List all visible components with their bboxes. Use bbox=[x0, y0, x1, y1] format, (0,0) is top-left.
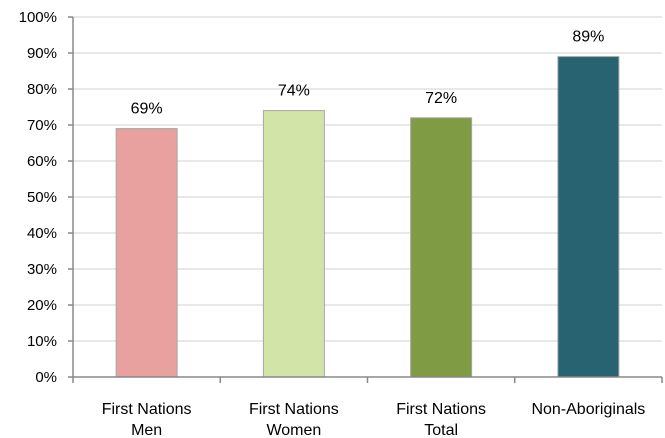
data-label: 72% bbox=[425, 90, 457, 107]
data-label: 74% bbox=[278, 83, 310, 100]
bar bbox=[410, 117, 473, 378]
y-tick-label: 10% bbox=[27, 333, 57, 350]
x-category-label-line: Total bbox=[424, 422, 458, 438]
bar bbox=[557, 56, 620, 378]
x-category-label-line: Women bbox=[266, 422, 321, 438]
x-category-label-line: First Nations bbox=[396, 401, 486, 418]
y-tick-label: 80% bbox=[27, 81, 57, 98]
x-category-label-line: Non-Aboriginals bbox=[531, 401, 645, 418]
x-category-label-line: Men bbox=[131, 422, 162, 438]
x-category-label: First Nations Total bbox=[396, 401, 486, 438]
data-label: 69% bbox=[131, 101, 163, 118]
y-tick-labels: 0% 10% 20% 30% 40% 50% 60% 70% 80% 90% 100% bbox=[19, 9, 57, 386]
y-tick-label: 20% bbox=[27, 297, 57, 314]
y-tick-label: 50% bbox=[27, 189, 57, 206]
y-tick-label: 30% bbox=[27, 261, 57, 278]
data-label: 89% bbox=[572, 29, 604, 46]
y-tick-label: 40% bbox=[27, 225, 57, 242]
x-category-label: Non-Aboriginals bbox=[531, 401, 645, 418]
x-category-label-line: First Nations bbox=[249, 401, 339, 418]
data-labels: 69% 74% 72% 89% bbox=[131, 29, 605, 118]
bar bbox=[115, 128, 178, 378]
y-tick-label: 0% bbox=[35, 369, 57, 386]
y-tick-label: 60% bbox=[27, 153, 57, 170]
bars bbox=[115, 56, 620, 378]
y-tick-label: 70% bbox=[27, 117, 57, 134]
x-category-label: First Nations Women bbox=[249, 401, 339, 438]
x-category-label: First Nations Men bbox=[102, 401, 192, 438]
y-tick-label: 90% bbox=[27, 45, 57, 62]
axes bbox=[68, 16, 663, 383]
y-tick-label: 100% bbox=[19, 9, 57, 26]
x-category-label-line: First Nations bbox=[102, 401, 192, 418]
bar bbox=[262, 110, 325, 378]
